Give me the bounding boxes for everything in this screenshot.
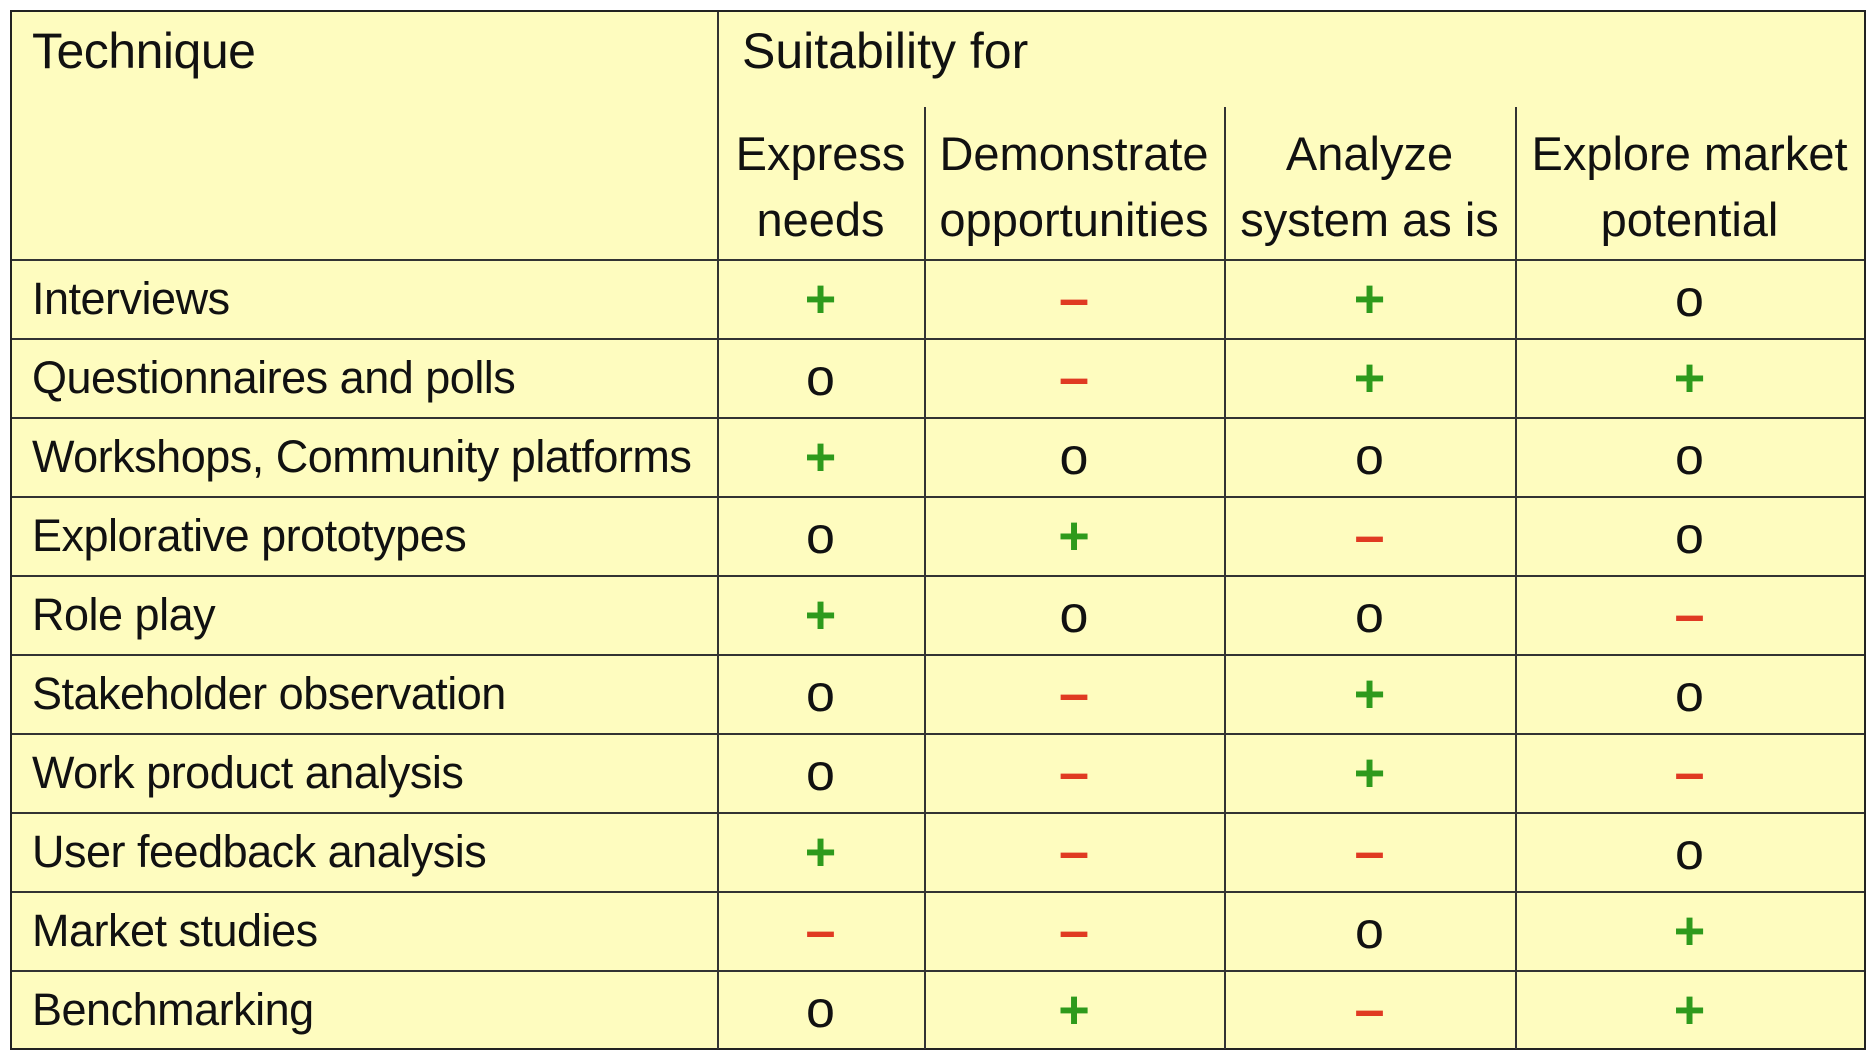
technique-name: Interviews	[32, 272, 230, 324]
rating-plus: +	[1353, 663, 1386, 724]
rating-neutral: o	[1355, 427, 1384, 486]
rating-neutral: o	[806, 506, 835, 565]
rating-neutral: o	[1059, 427, 1089, 486]
rating-minus: –	[805, 900, 836, 961]
technique-name: Benchmarking	[32, 983, 314, 1035]
rating-neutral: o	[1675, 427, 1704, 486]
column-header: Analyze system as is	[1240, 127, 1499, 246]
technique-name: Workshops, Community platforms	[32, 430, 692, 482]
row-divider	[12, 417, 1864, 419]
column-header: Express needs	[735, 127, 906, 246]
rating-neutral: o	[1675, 664, 1704, 723]
row-divider	[12, 891, 1864, 893]
technique-header: Technique	[32, 23, 256, 79]
column-divider	[1224, 107, 1226, 1049]
technique-name: Role play	[32, 588, 216, 640]
rating-neutral: o	[806, 348, 835, 407]
rating-minus: –	[1354, 505, 1385, 566]
technique-name: Work product analysis	[32, 746, 464, 798]
rating-plus: +	[1353, 347, 1386, 408]
row-divider	[12, 496, 1864, 498]
column-header: Demonstrate opportunities	[939, 127, 1209, 246]
rating-minus: –	[1674, 742, 1705, 803]
suitability-header: Suitability for	[742, 23, 1029, 79]
rating-plus: +	[1058, 979, 1090, 1040]
technique-name: Explorative prototypes	[32, 509, 467, 561]
row-divider	[12, 575, 1864, 577]
rating-neutral: o	[1355, 901, 1384, 960]
rating-minus: –	[1354, 821, 1385, 882]
rating-neutral: o	[1675, 269, 1704, 328]
technique-name: Market studies	[32, 904, 318, 956]
rating-plus: +	[804, 426, 837, 487]
rating-neutral: o	[806, 664, 835, 723]
rating-neutral: o	[1355, 585, 1384, 644]
column-divider	[1515, 107, 1517, 1049]
rating-plus: +	[804, 821, 837, 882]
rating-minus: –	[1058, 821, 1090, 882]
header-divider	[12, 259, 1864, 261]
row-divider	[12, 654, 1864, 656]
rating-plus: +	[1058, 505, 1090, 566]
row-divider	[12, 812, 1864, 814]
rating-minus: –	[1058, 663, 1090, 724]
column-divider	[717, 12, 719, 1049]
rating-minus: –	[1354, 979, 1385, 1040]
technique-name: User feedback analysis	[32, 825, 487, 877]
row-divider	[12, 970, 1864, 972]
technique-name: Questionnaires and polls	[32, 351, 516, 403]
row-divider	[12, 733, 1864, 735]
row-divider	[12, 338, 1864, 340]
rating-neutral: o	[1675, 506, 1704, 565]
rating-plus: +	[1673, 347, 1706, 408]
column-header: Explore market potential	[1531, 127, 1848, 246]
rating-plus: +	[1673, 900, 1706, 961]
rating-plus: +	[1353, 268, 1386, 329]
rating-neutral: o	[806, 980, 835, 1039]
rating-minus: –	[1058, 742, 1090, 803]
column-divider	[924, 107, 926, 1049]
rating-neutral: o	[1675, 822, 1704, 881]
rating-minus: –	[1674, 584, 1705, 645]
rating-neutral: o	[806, 743, 835, 802]
rating-neutral: o	[1059, 585, 1089, 644]
technique-name: Stakeholder observation	[32, 667, 506, 719]
rating-plus: +	[1353, 742, 1386, 803]
rating-minus: –	[1058, 347, 1090, 408]
rating-minus: –	[1058, 268, 1090, 329]
rating-minus: –	[1058, 900, 1090, 961]
suitability-table: Technique Suitability for Express needs D…	[10, 10, 1866, 1050]
rating-plus: +	[804, 584, 837, 645]
rating-plus: +	[1673, 979, 1706, 1040]
rating-plus: +	[804, 268, 837, 329]
